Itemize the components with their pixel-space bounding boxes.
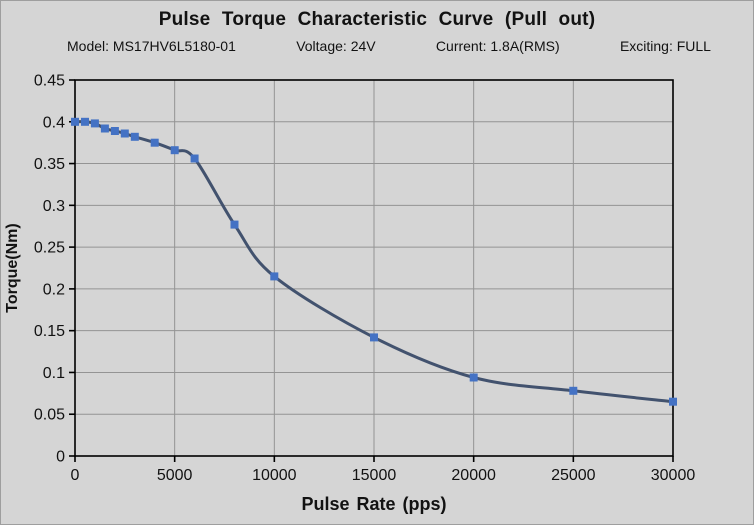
data-point-markers [71, 117, 677, 406]
y-tick-label: 0.35 [34, 156, 65, 173]
y-tick-label: 0.15 [34, 323, 65, 340]
voltage-label: Voltage: 24V [296, 38, 376, 54]
data-point [230, 220, 239, 229]
data-point [569, 386, 578, 395]
y-tick-label: 0.2 [43, 281, 65, 298]
data-point [669, 397, 677, 406]
y-tick-label: 0.45 [34, 73, 65, 90]
x-tick-label: 5000 [157, 467, 193, 484]
y-tick-label: 0.4 [43, 114, 65, 131]
data-point [170, 146, 179, 155]
axis-tick-labels: 0 5000 10000 15000 20000 25000 30000 0 0.05 0.1 0.… [34, 73, 695, 485]
exciting-label: Exciting: FULL [619, 38, 711, 54]
x-tick-label: 15000 [352, 467, 397, 484]
y-tick-label: 0.1 [43, 365, 65, 382]
data-point [270, 272, 279, 281]
data-point [469, 373, 478, 382]
data-point [130, 132, 139, 141]
x-tick-label: 30000 [651, 467, 696, 484]
model-label: Model: MS17HV6L5180-01 [67, 38, 236, 54]
x-axis-title: Pulse Rate (pps) [301, 494, 446, 514]
x-tick-label: 25000 [551, 467, 596, 484]
data-point [190, 154, 199, 163]
y-tick-label: 0.05 [34, 407, 65, 424]
data-point [81, 117, 89, 126]
data-point [90, 119, 99, 128]
gridlines [75, 80, 673, 456]
x-tick-label: 0 [71, 467, 80, 484]
data-point [120, 129, 129, 138]
y-tick-label: 0.3 [43, 198, 65, 215]
chart-title: Pulse Torque Characteristic Curve (Pull … [158, 9, 596, 30]
y-tick-label: 0 [56, 449, 65, 466]
x-tick-label: 10000 [252, 467, 297, 484]
chart-subtitle: Model: MS17HV6L5180-01 Voltage: 24V Curr… [67, 38, 711, 54]
axis-ticks [69, 79, 674, 462]
data-point [71, 117, 79, 126]
data-point [100, 124, 109, 133]
y-tick-label: 0.25 [34, 240, 65, 257]
data-point [370, 333, 378, 342]
current-label: Current: 1.8A(RMS) [435, 38, 560, 54]
x-tick-label: 20000 [451, 467, 496, 484]
data-point [150, 138, 159, 147]
data-point [110, 127, 119, 135]
y-axis-title: Torque(Nm) [4, 223, 21, 312]
